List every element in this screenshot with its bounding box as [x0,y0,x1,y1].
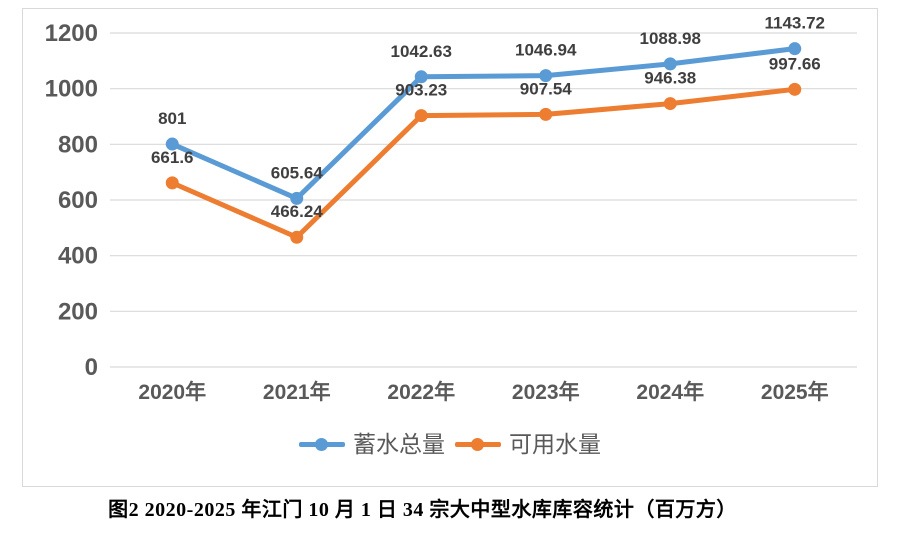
data-label: 1042.63 [391,42,452,61]
chart-legend: 蓄水总量 可用水量 [23,433,877,456]
y-axis-tick-label: 800 [58,131,98,158]
data-label: 661.6 [151,148,194,167]
y-axis-tick-label: 1000 [45,76,98,103]
data-label: 903.23 [395,81,447,100]
data-label: 466.24 [271,202,324,221]
y-axis-tick-label: 200 [58,298,98,325]
y-axis-tick-label: 1200 [45,20,98,47]
line-chart: 0 200 400 600 800 1000 1200 2020年 2021年 2022年 2023… [45,14,857,404]
data-point-marker [414,109,428,123]
legend-dot-shape [315,438,328,451]
data-label: 1088.98 [640,29,701,48]
chart-frame: 0 200 400 600 800 1000 1200 2020年 2021年 2022年 2023… [22,8,878,487]
data-point-marker [539,107,553,121]
data-label: 946.38 [644,69,696,88]
y-axis-tick-label: 0 [85,354,98,381]
data-point-marker [165,137,179,151]
data-point-marker [414,70,428,84]
data-point-marker [290,230,304,244]
x-axis-tick-label: 2020年 [138,380,206,404]
legend-item-available-water: 可用水量 [455,433,601,456]
legend-label-available-water: 可用水量 [509,431,601,457]
data-point-marker [539,69,553,83]
data-label: 997.66 [769,54,821,73]
data-point-marker [788,42,802,56]
x-axis-tick-label: 2022年 [387,380,455,404]
data-label: 801 [158,109,186,128]
series-line [169,86,798,240]
legend-label-storage-total: 蓄水总量 [353,431,445,457]
x-axis-tick-label: 2023年 [512,380,580,404]
y-axis-tick-label: 600 [58,187,98,214]
data-point-marker [663,97,677,111]
data-label: 605.64 [271,163,324,182]
data-point-marker [788,82,802,96]
y-axis-tick-label: 400 [58,243,98,270]
data-label: 907.54 [520,79,573,98]
series-line [169,46,798,201]
x-axis-tick-label: 2025年 [761,380,829,404]
line-marker-icon [455,438,501,451]
data-label: 1046.94 [515,41,577,60]
data-point-marker [663,57,677,71]
data-point-marker [290,191,304,205]
x-axis-tick-label: 2021年 [263,380,331,404]
legend-item-storage-total: 蓄水总量 [299,433,445,456]
x-axis-tick-label: 2024年 [636,380,704,404]
figure-caption: 图2 2020-2025 年江门 10 月 1 日 34 宗大中型水库库容统计（… [108,499,737,521]
data-label: 1143.72 [764,14,825,33]
data-point-marker [165,176,179,190]
line-marker-icon [299,438,345,451]
legend-dot-shape [471,438,484,451]
